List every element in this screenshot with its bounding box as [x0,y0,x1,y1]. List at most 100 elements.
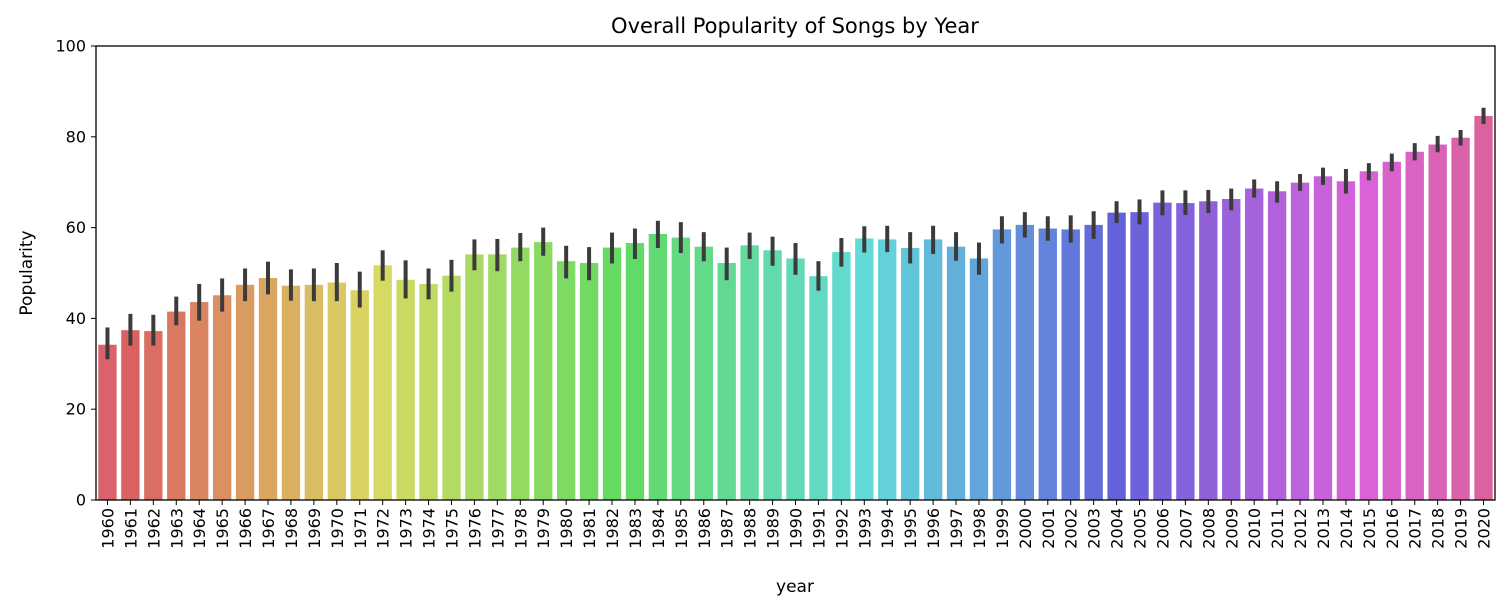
bar-1978 [511,247,530,500]
bar-1983 [625,243,645,501]
bar-1991 [809,276,828,500]
x-tick-label-1979: 1979 [534,508,553,549]
x-tick-label-1998: 1998 [970,508,989,549]
bar-1999 [992,229,1012,501]
bar-2010 [1245,188,1264,500]
x-tick-label-1987: 1987 [718,508,737,549]
bar-1976 [465,254,484,500]
x-tick-label-1996: 1996 [924,508,943,549]
x-tick-label-1968: 1968 [282,508,301,549]
bar-1965 [212,295,232,500]
x-tick-label-2009: 2009 [1222,508,1241,549]
x-axis-title: year [776,577,814,597]
x-tick-label-2000: 2000 [1016,508,1035,549]
y-tick-label-100: 100 [55,37,86,56]
bar-1993 [855,238,874,500]
bar-2009 [1222,199,1241,500]
bar-2001 [1038,228,1057,500]
bar-1968 [281,285,301,500]
x-tick-label-1985: 1985 [672,508,691,549]
x-tick-label-2004: 2004 [1108,508,1127,549]
bar-1970 [327,282,346,500]
x-tick-label-1990: 1990 [787,508,806,549]
y-tick-label-80: 80 [66,127,86,146]
x-tick-label-1961: 1961 [121,508,140,549]
plot-frame [95,45,1496,501]
x-tick-label-1995: 1995 [901,508,920,549]
x-tick-label-1973: 1973 [397,508,416,549]
bar-2002 [1061,229,1080,501]
x-tick-label-1999: 1999 [993,508,1012,549]
bar-1997 [946,246,966,500]
x-tick-label-1962: 1962 [144,508,163,549]
bar-1996 [923,239,943,500]
bar-1974 [419,283,438,500]
x-tick-label-2015: 2015 [1360,508,1379,549]
bar-2012 [1290,182,1310,500]
x-tick-label-1964: 1964 [190,508,209,549]
bar-2015 [1359,171,1379,501]
bar-2020 [1474,115,1493,501]
x-tick-label-1994: 1994 [878,508,897,549]
bar-1989 [763,250,782,500]
error-bars-layer [105,107,1486,360]
bar-1971 [350,290,369,500]
bar-2018 [1428,144,1447,500]
bar-2005 [1130,212,1149,500]
bar-2006 [1153,202,1172,500]
x-tick-label-1974: 1974 [420,508,439,549]
bar-1995 [901,248,920,500]
x-tick-label-1981: 1981 [580,508,599,549]
bar-1977 [488,254,507,500]
x-tick-label-1976: 1976 [465,508,484,549]
x-tick-label-1991: 1991 [809,508,828,549]
bar-1975 [442,275,461,500]
y-tick-label-40: 40 [66,309,86,328]
x-tick-label-1983: 1983 [626,508,645,549]
bar-1980 [556,261,576,500]
x-tick-label-1967: 1967 [259,508,278,549]
x-tick-label-1989: 1989 [764,508,783,549]
x-tick-label-2007: 2007 [1176,508,1195,549]
bar-2008 [1199,201,1218,500]
x-tick-label-1984: 1984 [649,508,668,549]
bar-1984 [648,233,668,500]
x-tick-label-2018: 2018 [1429,508,1448,549]
bar-1964 [190,302,209,500]
bar-1985 [671,237,690,500]
x-tick-label-2005: 2005 [1131,508,1150,549]
bar-1998 [969,258,989,500]
bar-2019 [1451,137,1470,500]
x-tick-label-1988: 1988 [741,508,760,549]
bar-1962 [144,331,163,500]
bar-2000 [1015,224,1035,500]
bar-1981 [579,263,599,500]
bar-2003 [1084,224,1103,500]
x-tick-label-1978: 1978 [511,508,530,549]
bar-1988 [740,245,759,500]
y-tick-label-0: 0 [76,491,86,510]
bar-2007 [1176,203,1195,500]
x-tick-label-1965: 1965 [213,508,232,549]
x-tick-label-2011: 2011 [1268,508,1287,549]
x-tick-label-1975: 1975 [442,508,461,549]
x-tick-label-1993: 1993 [855,508,874,549]
bar-1961 [121,330,140,500]
bar-2016 [1382,161,1401,500]
bar-2014 [1336,181,1356,501]
x-tick-label-2008: 2008 [1199,508,1218,549]
x-tick-label-1972: 1972 [374,508,393,549]
x-tick-label-1986: 1986 [695,508,714,549]
x-tick-label-1997: 1997 [947,508,966,549]
x-axis: 1960 1961 1962 1963 1964 1965 1966 1967 1968 1969… [98,500,1494,549]
y-tick-label-20: 20 [66,400,86,419]
x-tick-label-2010: 2010 [1245,508,1264,549]
x-tick-label-2019: 2019 [1452,508,1471,549]
x-tick-label-1960: 1960 [98,508,117,549]
bar-1990 [786,258,805,500]
bar-1979 [534,242,553,500]
x-tick-label-1977: 1977 [488,508,507,549]
x-tick-label-1992: 1992 [832,508,851,549]
x-tick-label-2016: 2016 [1383,508,1402,549]
